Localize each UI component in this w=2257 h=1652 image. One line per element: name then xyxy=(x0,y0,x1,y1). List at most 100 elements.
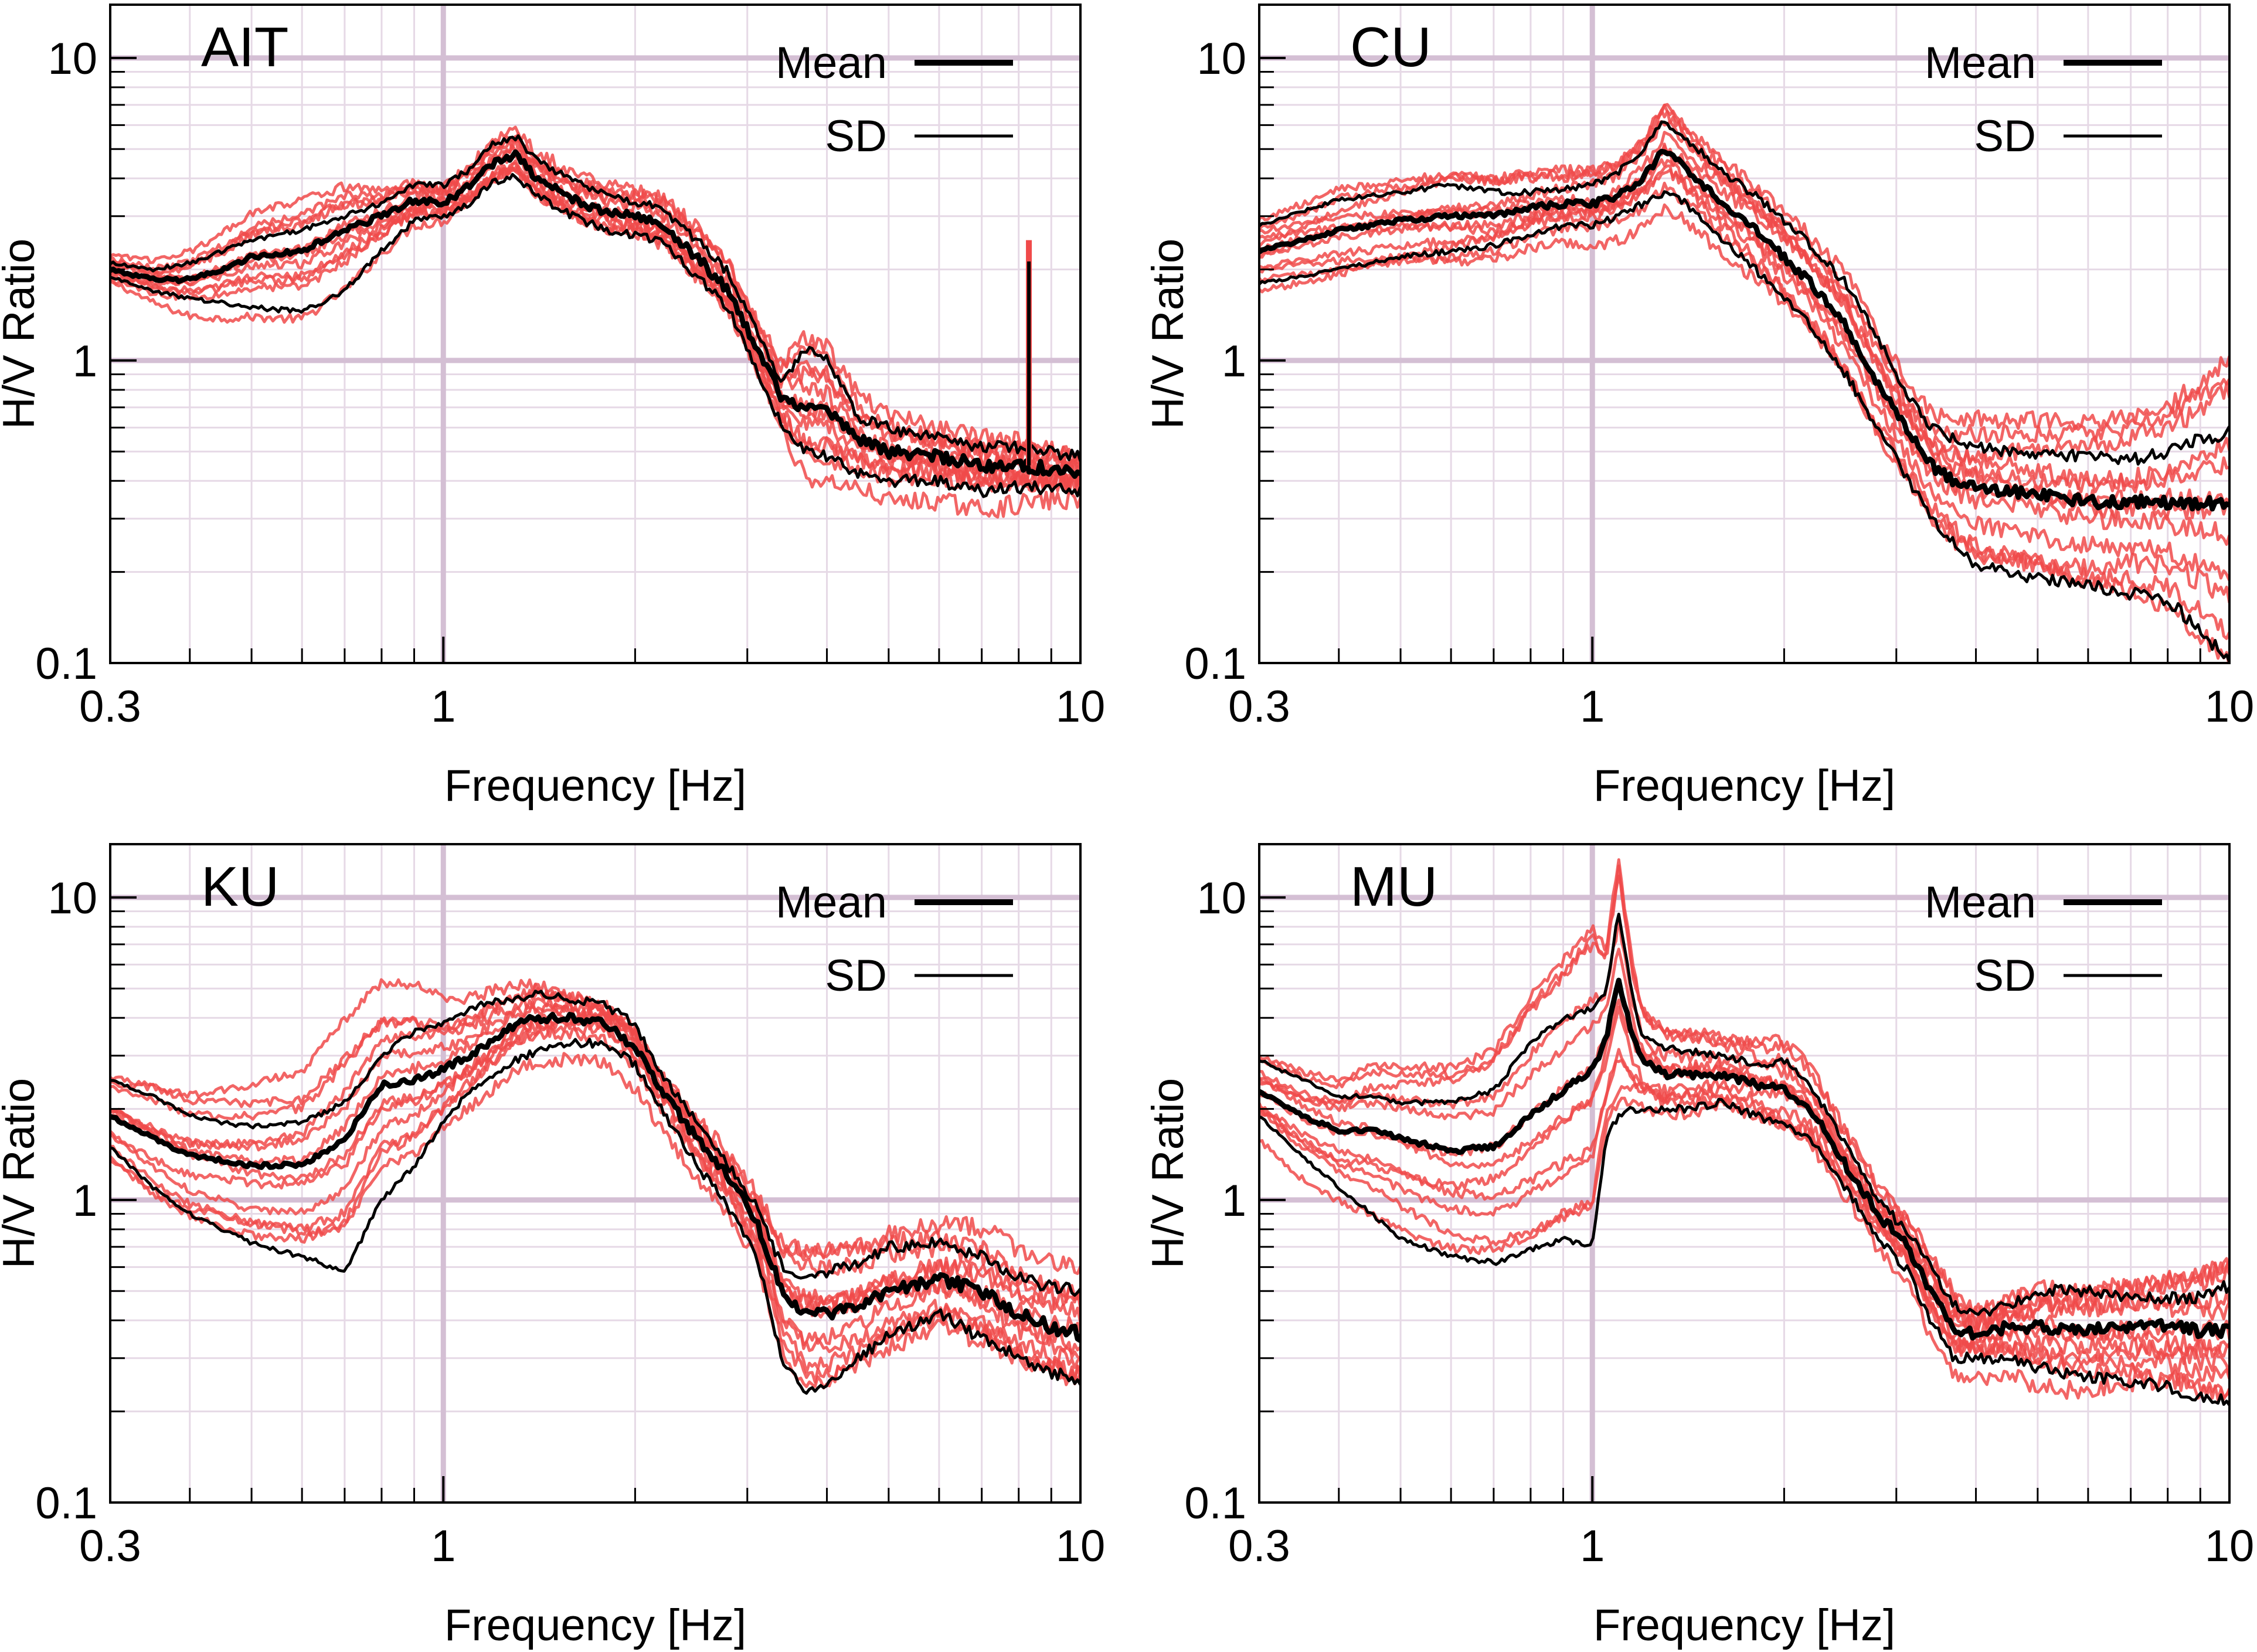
legend-label: SD xyxy=(825,951,887,1001)
record-trace xyxy=(1259,1096,2229,1402)
mean-line xyxy=(1259,148,2229,512)
x-tick-label: 1 xyxy=(1580,1521,1605,1571)
record-trace xyxy=(1259,120,2229,494)
legend-label: Mean xyxy=(1925,38,2036,88)
y-axis-title: H/V Ratio xyxy=(1143,239,1193,429)
sd-line xyxy=(110,990,1080,1297)
y-tick-label: 0.1 xyxy=(1184,639,1246,689)
stat-lines xyxy=(1259,912,2229,1406)
record-trace xyxy=(1259,108,2229,464)
y-axis-title: H/V Ratio xyxy=(0,239,44,429)
sd-line xyxy=(1259,190,2229,663)
plot-frame xyxy=(1258,4,2231,664)
legend: Mean SD xyxy=(1925,38,2162,161)
y-tick-label: 10 xyxy=(47,873,97,923)
x-tick-label: 0.3 xyxy=(79,682,141,732)
y-tick-label: 0.1 xyxy=(1184,1478,1246,1528)
record-trace xyxy=(110,125,1080,463)
record-trace xyxy=(1259,858,2229,1318)
y-axis-title: H/V Ratio xyxy=(1143,1078,1193,1269)
x-axis-title: Frequency [Hz] xyxy=(1593,761,1895,811)
sd-line xyxy=(1259,912,2229,1317)
grid xyxy=(1259,844,2229,1503)
legend: Mean SD xyxy=(1925,878,2162,1001)
stat-lines xyxy=(110,990,1080,1395)
plot-frame xyxy=(109,843,1082,1504)
record-trace xyxy=(1259,1059,2229,1383)
legend-label: Mean xyxy=(1925,878,2036,927)
record-trace xyxy=(1259,164,2229,582)
x-tick-label: 10 xyxy=(1056,1521,1106,1571)
x-axis-title: Frequency [Hz] xyxy=(1593,1600,1895,1650)
record-trace xyxy=(110,1052,1080,1390)
panel-title: KU xyxy=(201,855,279,918)
y-tick-label: 1 xyxy=(1222,336,1246,386)
y-tick-label: 1 xyxy=(1222,1176,1246,1226)
x-tick-label: 10 xyxy=(2205,1521,2255,1571)
x-axis-title: Frequency [Hz] xyxy=(444,761,746,811)
record-trace xyxy=(1259,103,2229,432)
record-trace xyxy=(1259,181,2229,640)
record-trace xyxy=(1259,875,2229,1338)
record-trace xyxy=(1259,998,2229,1367)
stat-lines xyxy=(1259,120,2229,663)
x-tick-label: 1 xyxy=(431,1521,456,1571)
legend: Mean SD xyxy=(776,38,1013,161)
y-axis-title: H/V Ratio xyxy=(0,1078,44,1269)
x-tick-label: 1 xyxy=(1580,682,1605,732)
x-tick-label: 1 xyxy=(431,682,456,732)
legend-label: Mean xyxy=(776,878,887,927)
x-tick-label: 10 xyxy=(1056,682,1106,732)
y-tick-label: 0.1 xyxy=(35,1478,97,1528)
record-trace xyxy=(1259,131,2229,494)
mean-line xyxy=(1259,977,2229,1341)
x-axis-title: Frequency [Hz] xyxy=(444,1600,746,1650)
panel-title: CU xyxy=(1350,16,1432,79)
record-trace xyxy=(110,132,1080,467)
panel-cu: 0.3 1 10 0.1 1 10 Frequency [Hz] H/V Ratio CU Mea… xyxy=(1143,4,2255,811)
grid xyxy=(110,5,1080,663)
y-tick-label: 10 xyxy=(1197,873,1246,923)
sd-line xyxy=(110,134,1080,462)
record-traces xyxy=(110,978,1080,1390)
grid xyxy=(110,844,1080,1503)
mean-line xyxy=(110,1011,1080,1343)
stat-lines xyxy=(110,134,1080,498)
mean-line xyxy=(110,149,1080,479)
legend: Mean SD xyxy=(776,878,1013,1001)
ticks xyxy=(1258,896,2231,1504)
x-tick-label: 0.3 xyxy=(1228,1521,1290,1571)
record-trace xyxy=(1259,864,2229,1317)
legend-label: SD xyxy=(1974,951,2036,1001)
sd-line xyxy=(1259,1097,2229,1406)
legend-label: Mean xyxy=(776,38,887,88)
panel-title: MU xyxy=(1350,855,1437,918)
x-tick-label: 10 xyxy=(2205,682,2255,732)
record-traces xyxy=(1259,858,2229,1402)
y-tick-label: 0.1 xyxy=(35,639,97,689)
panel-mu: 0.3 1 10 0.1 1 10 Frequency [Hz] H/V Ratio MU Mea… xyxy=(1143,843,2255,1650)
sd-line xyxy=(110,1038,1080,1395)
grid xyxy=(1259,5,2229,663)
sd-line xyxy=(110,173,1080,498)
y-tick-label: 1 xyxy=(73,1176,97,1226)
panel-ait: 0.3 1 10 0.1 1 10 Frequency [Hz] H/V Ratio AIT Me… xyxy=(0,4,1106,811)
y-tick-label: 10 xyxy=(47,34,97,84)
panel-ku: 0.3 1 10 0.1 1 10 Frequency [Hz] H/V Ratio KU Mea… xyxy=(0,843,1106,1650)
y-tick-label: 1 xyxy=(73,336,97,386)
plot-frame xyxy=(109,4,1082,664)
record-trace xyxy=(1259,203,2229,663)
y-tick-label: 10 xyxy=(1197,34,1246,84)
ticks xyxy=(109,56,1082,664)
x-tick-label: 0.3 xyxy=(1228,682,1290,732)
record-trace xyxy=(1259,1082,2229,1400)
x-tick-label: 0.3 xyxy=(79,1521,141,1571)
record-trace xyxy=(110,978,1080,1275)
ticks xyxy=(1258,56,2231,664)
plot-frame xyxy=(1258,843,2231,1504)
ticks xyxy=(109,896,1082,1504)
legend-label: SD xyxy=(1974,111,2036,161)
panel-title: AIT xyxy=(201,16,288,79)
sd-line xyxy=(1259,120,2229,466)
